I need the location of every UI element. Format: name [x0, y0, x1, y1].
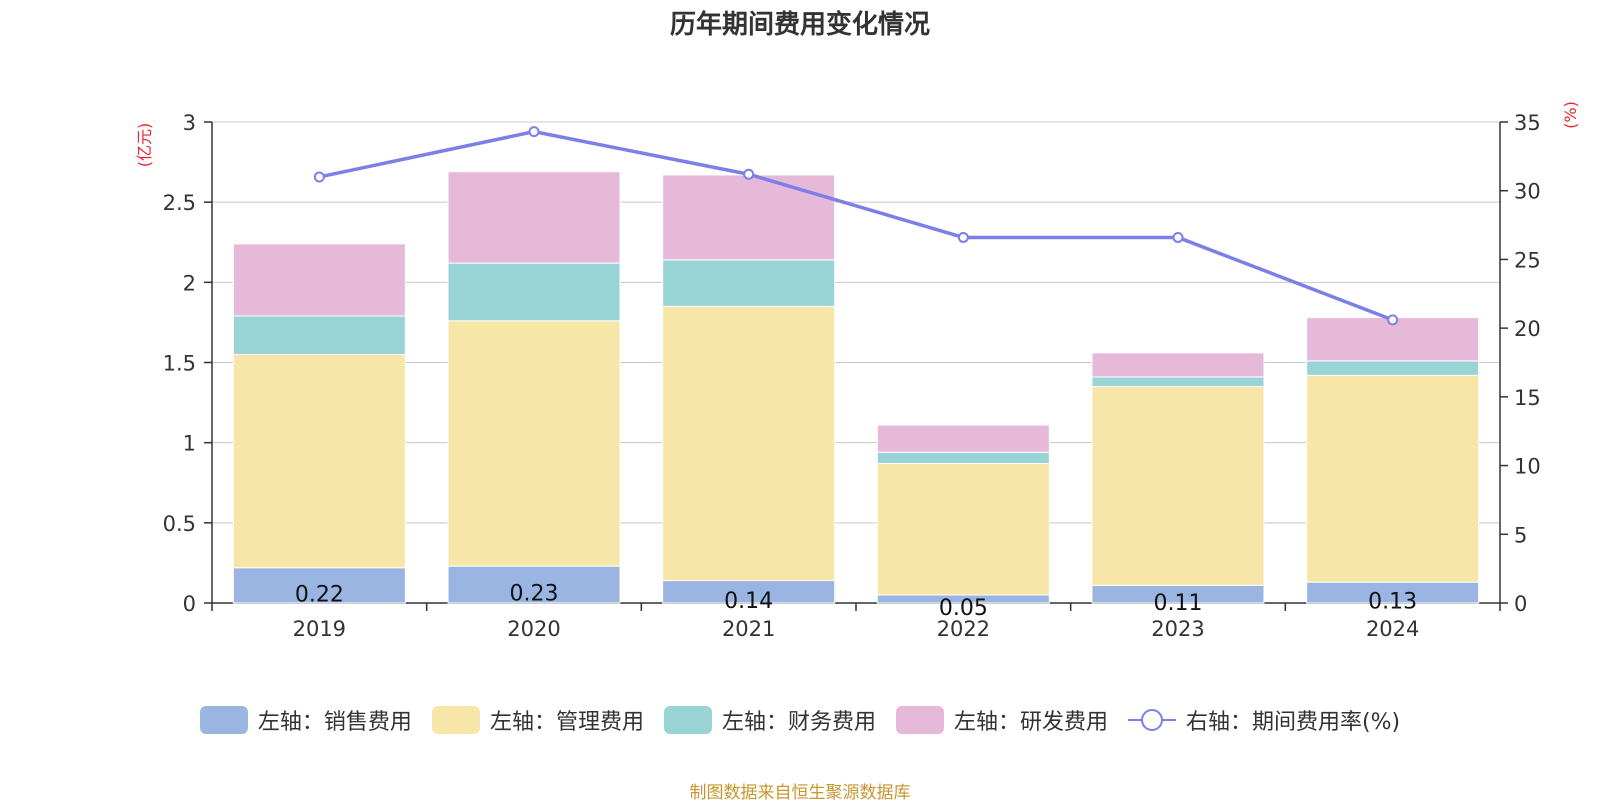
- legend-label: 左轴：管理费用: [489, 710, 644, 735]
- legend-swatch: [199, 706, 248, 734]
- bar-segment: [447, 171, 621, 264]
- bar-segment: [662, 259, 836, 307]
- y-right-tick-label: 5: [1514, 523, 1527, 547]
- legend-item[interactable]: 左轴：财务费用: [663, 704, 876, 736]
- bar-data-label: 0.22: [295, 582, 344, 607]
- y-left-tick-label: 3: [183, 111, 196, 135]
- x-tick-label: 2019: [293, 617, 346, 641]
- rate-point: [1172, 231, 1184, 243]
- y-right-unit: (%): [1561, 101, 1580, 129]
- legend-label: 左轴：研发费用: [953, 710, 1108, 735]
- y-right-tick-label: 35: [1514, 111, 1541, 135]
- y-left-tick-label: 1.5: [163, 352, 196, 376]
- x-tick-label: 2020: [507, 617, 560, 641]
- bar-data-label: 0.11: [1154, 591, 1203, 616]
- bar-segment: [662, 174, 836, 261]
- x-tick-label: 2024: [1366, 617, 1419, 641]
- legend-label: 左轴：销售费用: [257, 710, 412, 735]
- bar-segment: [232, 315, 406, 355]
- bar-segment: [1091, 376, 1265, 388]
- rate-point: [1387, 314, 1399, 326]
- source-note: 制图数据来自恒生聚源数据库: [689, 783, 911, 803]
- rate-point: [528, 126, 540, 138]
- legend-swatch: [431, 706, 480, 734]
- legend-line-marker-icon: [1127, 706, 1176, 734]
- bar-data-label: 0.05: [939, 596, 988, 621]
- y-left-tick-label: 0: [183, 592, 196, 616]
- y-left-tick-label: 1: [183, 432, 196, 456]
- y-left-tick-label: 2: [183, 271, 196, 295]
- y-right-tick-label: 30: [1514, 180, 1541, 204]
- bar-segment: [1091, 352, 1265, 378]
- y-right-tick-label: 10: [1514, 455, 1541, 479]
- legend-item[interactable]: 右轴：期间费用率(%): [1127, 704, 1401, 736]
- bar-data-label: 0.13: [1368, 590, 1417, 615]
- legend-label: 右轴：期间费用率(%): [1185, 710, 1401, 735]
- bar-data-label: 0.23: [510, 582, 559, 607]
- x-tick-label: 2022: [937, 617, 990, 641]
- bar-segment: [876, 424, 1050, 453]
- bar-segment: [662, 305, 836, 582]
- bar-segment: [447, 565, 621, 604]
- bar-segment: [876, 451, 1050, 465]
- bar-segment: [232, 243, 406, 317]
- bar-segment: [876, 463, 1050, 596]
- bar-segment: [1306, 374, 1480, 583]
- legend-swatch: [895, 706, 944, 734]
- bar-segment: [447, 320, 621, 567]
- y-left-tick-label: 2.5: [163, 191, 196, 215]
- bar-segment: [1306, 360, 1480, 376]
- legend-label: 左轴：财务费用: [721, 710, 876, 735]
- bar-data-label: 0.14: [724, 589, 773, 614]
- rate-point: [313, 171, 325, 183]
- chart-title: 历年期间费用变化情况: [669, 10, 930, 40]
- y-right-tick-label: 20: [1514, 317, 1541, 341]
- legend-item[interactable]: 左轴：研发费用: [895, 704, 1108, 736]
- legend-item[interactable]: 左轴：销售费用: [199, 704, 412, 736]
- rate-point: [743, 168, 755, 180]
- bar-segment: [1091, 386, 1265, 586]
- legend-swatch: [663, 706, 712, 734]
- y-right-tick-label: 15: [1514, 386, 1541, 410]
- legend: 左轴：销售费用 左轴：管理费用 左轴：财务费用 左轴：研发费用 右轴：期间费用率(%): [0, 704, 1600, 736]
- bar-segment: [447, 262, 621, 322]
- x-tick-label: 2021: [722, 617, 775, 641]
- y-left-unit: (亿元): [135, 123, 154, 168]
- legend-item[interactable]: 左轴：管理费用: [431, 704, 644, 736]
- y-right-tick-label: 0: [1514, 592, 1527, 616]
- x-tick-label: 2023: [1151, 617, 1204, 641]
- rate-line: [318, 129, 1394, 322]
- y-left-tick-label: 0.5: [163, 512, 196, 536]
- y-right-tick-label: 25: [1514, 248, 1541, 272]
- rate-point: [957, 231, 969, 243]
- bar-segment: [232, 353, 406, 569]
